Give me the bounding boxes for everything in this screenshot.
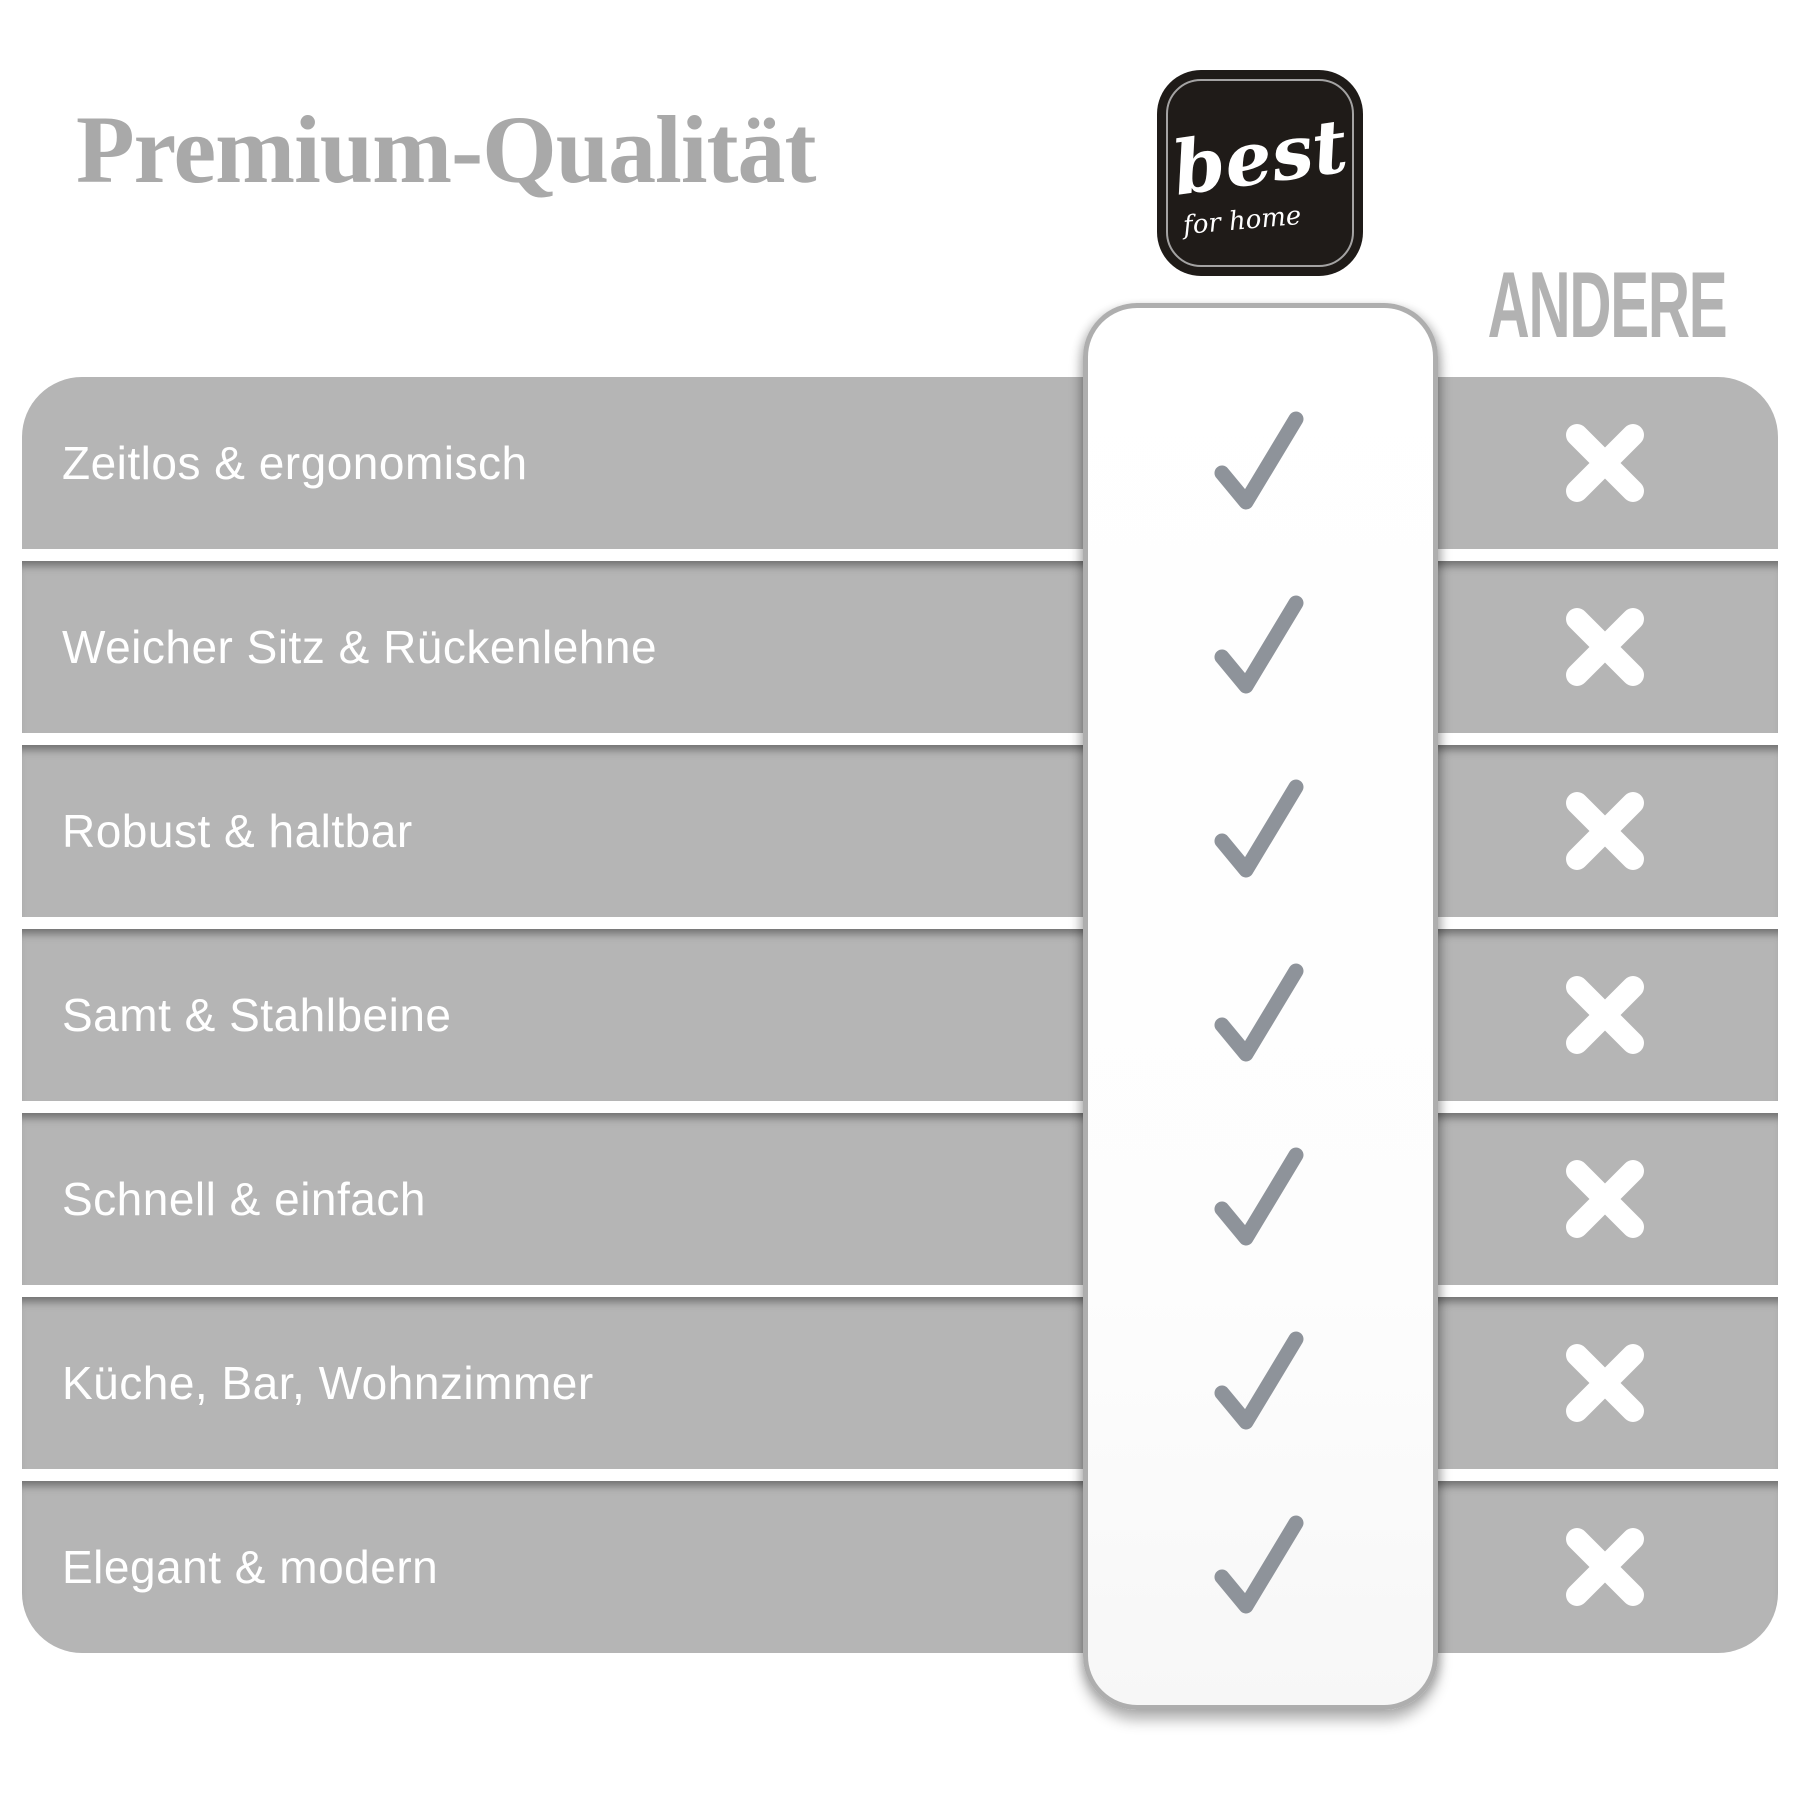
competitor-column-header: ANDERE	[1487, 252, 1728, 357]
feature-label: Elegant & modern	[62, 1541, 439, 1593]
check-icon	[1208, 407, 1308, 519]
x-icon	[1555, 597, 1655, 697]
check-icon	[1208, 959, 1308, 1071]
feature-label: Schnell & einfach	[62, 1173, 426, 1225]
feature-label: Küche, Bar, Wohnzimmer	[62, 1357, 594, 1409]
x-icon	[1555, 965, 1655, 1065]
table-row: Samt & Stahlbeine	[22, 929, 1778, 1101]
check-icon	[1208, 1143, 1308, 1255]
table-row: Schnell & einfach	[22, 1113, 1778, 1285]
brand-name: best	[1167, 103, 1353, 213]
brand-column-highlight	[1083, 303, 1438, 1710]
check-icon	[1208, 775, 1308, 887]
x-icon	[1555, 1149, 1655, 1249]
x-icon	[1555, 1517, 1655, 1617]
x-icon	[1555, 1333, 1655, 1433]
check-icon	[1208, 591, 1308, 703]
feature-label: Zeitlos & ergonomisch	[62, 437, 528, 489]
x-icon	[1555, 781, 1655, 881]
table-row: Küche, Bar, Wohnzimmer	[22, 1297, 1778, 1469]
brand-logo: best for home	[1157, 70, 1363, 276]
feature-label: Weicher Sitz & Rückenlehne	[62, 621, 658, 673]
check-icon	[1208, 1511, 1308, 1623]
table-row: Elegant & modern	[22, 1481, 1778, 1653]
check-icon	[1208, 1327, 1308, 1439]
table-row: Zeitlos & ergonomisch	[22, 377, 1778, 549]
feature-label: Robust & haltbar	[62, 805, 413, 857]
comparison-table: Zeitlos & ergonomisch Weicher Sitz & Rüc…	[22, 377, 1778, 1653]
x-icon	[1555, 413, 1655, 513]
page-title: Premium-Qualität	[76, 96, 816, 203]
table-row: Weicher Sitz & Rückenlehne	[22, 561, 1778, 733]
table-row: Robust & haltbar	[22, 745, 1778, 917]
feature-label: Samt & Stahlbeine	[62, 989, 452, 1041]
